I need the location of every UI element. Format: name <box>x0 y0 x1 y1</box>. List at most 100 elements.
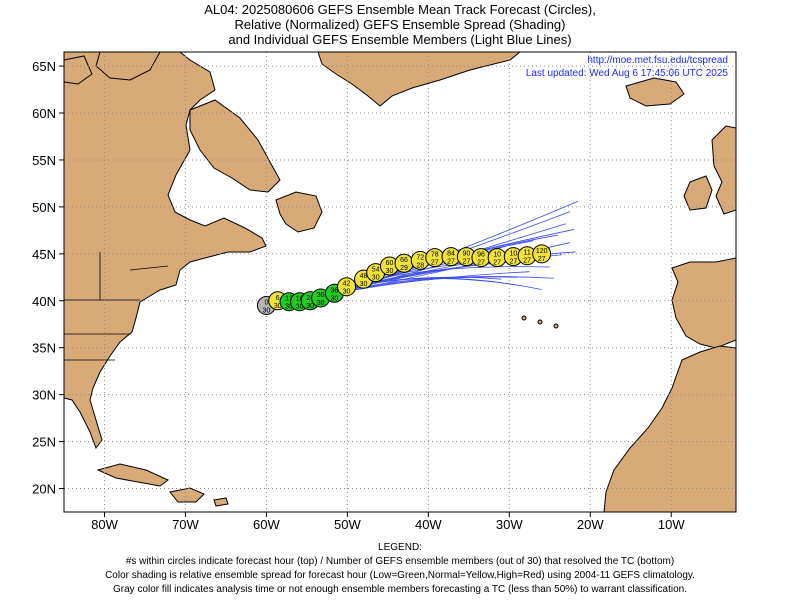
member-count-label: 30 <box>296 304 304 311</box>
ensemble-mean-track: 0306301230183024303030363042304830543060… <box>256 244 552 315</box>
member-count-label: 30 <box>360 281 368 288</box>
forecast-hour-label: 24 <box>306 295 314 302</box>
legend-title: LEGEND: <box>378 542 422 553</box>
y-tick-label: 20N <box>32 482 56 497</box>
member-count-label: 27 <box>538 256 546 263</box>
member-count-label: 27 <box>447 259 455 266</box>
member-count-label: 30 <box>274 303 282 310</box>
azores-island <box>537 319 543 325</box>
y-tick-label: 25N <box>32 435 56 450</box>
greenland-land <box>317 52 521 107</box>
forecast-hour-label: 54 <box>372 267 380 274</box>
member-count-label: 27 <box>509 259 517 266</box>
last-updated-text: Last updated: Wed Aug 6 17:45:06 UTC 202… <box>525 68 728 79</box>
forecast-hour-label: 72 <box>416 254 424 261</box>
y-tick-label: 40N <box>32 294 56 309</box>
member-count-label: 27 <box>431 260 439 267</box>
member-count-label: 30 <box>372 275 380 282</box>
map-border <box>63 51 737 513</box>
labrador-land <box>189 99 281 193</box>
forecast-hour-label: 42 <box>343 281 351 288</box>
hispaniola-land <box>169 487 205 503</box>
africa-land <box>603 345 736 512</box>
y-tick-label: 55N <box>32 153 56 168</box>
source-url-link[interactable]: http://moe.met.fsu.edu/tcspread <box>587 55 728 66</box>
member-count-label: 27 <box>493 260 501 267</box>
axis-labels: 80W 70W 60W 50W 40W 30W 20W 10W 65N 60N 55N 50N 45N 4… <box>32 59 685 532</box>
forecast-hour-label: 18 <box>296 296 304 303</box>
legend-line-2: Color shading is relative ensemble sprea… <box>105 570 695 581</box>
y-tick-label: 60N <box>32 106 56 121</box>
forecast-hour-label: 36 <box>331 287 339 294</box>
title-line-1: AL04: 2025080606 GEFS Ensemble Mean Trac… <box>204 2 596 17</box>
member-count-label: 30 <box>343 289 351 296</box>
member-count-label: 27 <box>462 259 470 266</box>
land-masses <box>64 52 736 512</box>
map-chart: 0306301230183024303030363042304830543060… <box>32 51 737 532</box>
x-tick-label: 50W <box>334 517 361 532</box>
member-count-label: 30 <box>317 300 325 307</box>
forecast-hour-label: 6 <box>276 295 280 302</box>
north-america-land <box>64 52 267 450</box>
forecast-hour-label: 10 <box>509 251 517 258</box>
y-tick-label: 45N <box>32 247 56 262</box>
x-tick-label: 10W <box>658 517 685 532</box>
forecast-hour-label: 30 <box>317 292 325 299</box>
great-britain-land <box>711 125 736 215</box>
forecast-hour-label: 0 <box>264 299 268 306</box>
x-tick-label: 80W <box>91 517 118 532</box>
forecast-hour-label: 84 <box>447 251 455 258</box>
ireland-land <box>683 175 713 211</box>
member-count-label: 30 <box>306 303 314 310</box>
puerto-rico-land <box>213 497 229 507</box>
y-tick-label: 65N <box>32 59 56 74</box>
forecast-hour-label: 90 <box>462 251 470 258</box>
x-tick-label: 70W <box>172 517 199 532</box>
member-count-label: 27 <box>477 260 485 267</box>
x-tick-label: 20W <box>577 517 604 532</box>
forecast-hour-label: 96 <box>477 252 485 259</box>
member-count-label: 30 <box>386 268 394 275</box>
forecast-hour-label: 10 <box>493 252 501 259</box>
legend-line-3: Gray color fill indicates analysis time … <box>113 584 687 595</box>
member-count-label: 27 <box>523 258 531 265</box>
member-count-label: 30 <box>263 307 271 314</box>
title-line-3: and Individual GEFS Ensemble Members (Li… <box>228 32 572 47</box>
member-count-label: 30 <box>285 304 293 311</box>
y-tick-label: 50N <box>32 200 56 215</box>
us-state-borders <box>64 252 169 361</box>
forecast-hour-label: 48 <box>360 273 368 280</box>
forecast-hour-label: 60 <box>386 260 394 267</box>
title-line-2: Relative (Normalized) GEFS Ensemble Spre… <box>234 17 566 32</box>
arctic-island-land <box>64 55 93 85</box>
newfoundland-land <box>275 191 323 233</box>
member-count-label: 29 <box>400 265 408 272</box>
lat-lon-grid <box>64 52 736 512</box>
member-count-label: 28 <box>416 262 424 269</box>
member-count-label: 30 <box>331 295 339 302</box>
legend-line-1: #s within circles indicate forecast hour… <box>125 556 675 567</box>
x-tick-label: 30W <box>496 517 523 532</box>
track-circle-fill <box>337 277 357 297</box>
track-circle-fill <box>532 244 552 264</box>
forecast-hour-label: 78 <box>431 252 439 259</box>
forecast-hour-label: 12 <box>285 296 293 303</box>
azores-island <box>521 315 527 321</box>
x-tick-label: 60W <box>253 517 280 532</box>
y-tick-label: 35N <box>32 341 56 356</box>
iberia-land <box>671 257 736 349</box>
forecast-hour-label: 120 <box>536 248 548 255</box>
azores-island <box>553 323 559 329</box>
cuba-land <box>96 463 169 487</box>
forecast-hour-label: 66 <box>400 257 408 264</box>
iceland-land <box>625 77 685 107</box>
